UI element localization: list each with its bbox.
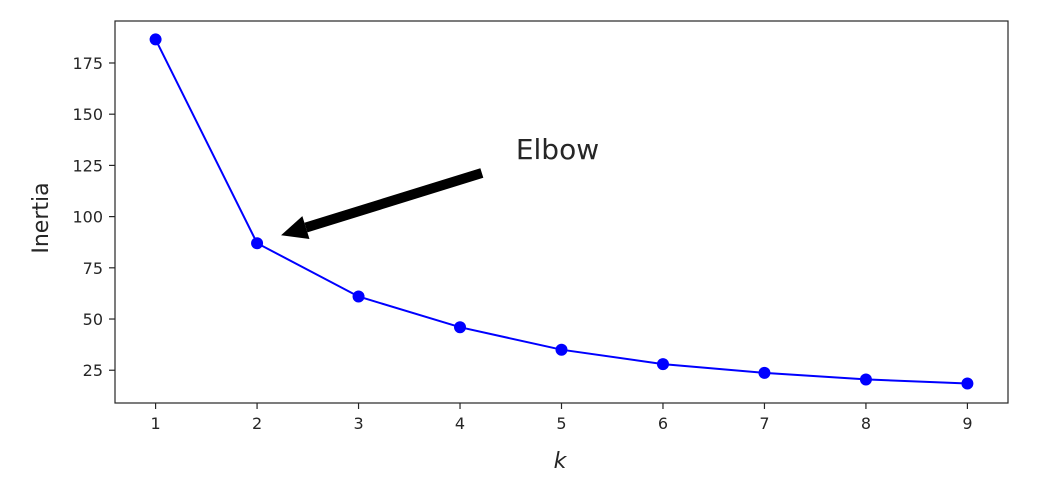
data-point — [656, 358, 669, 371]
y-tick-label: 175 — [72, 54, 103, 73]
x-tick-label: 7 — [759, 414, 769, 433]
data-point — [961, 377, 974, 390]
x-tick-label: 6 — [658, 414, 668, 433]
y-tick-label: 150 — [72, 105, 103, 124]
x-tick-label: 5 — [556, 414, 566, 433]
annotation-layer — [281, 168, 484, 240]
y-tick-label: 100 — [72, 208, 103, 227]
x-tick-label: 9 — [962, 414, 972, 433]
x-axis: 1 2 3 4 5 6 7 8 9 — [150, 403, 973, 433]
data-point — [859, 373, 872, 386]
x-tick-label: 8 — [861, 414, 871, 433]
x-tick-label: 1 — [150, 414, 160, 433]
x-tick-label: 2 — [252, 414, 262, 433]
data-point — [352, 290, 365, 303]
x-axis-label: k — [554, 449, 568, 474]
data-point — [149, 33, 162, 46]
y-tick-label: 50 — [83, 310, 103, 329]
data-point — [454, 321, 467, 334]
y-tick-label: 125 — [72, 156, 103, 175]
y-tick-label: 25 — [83, 361, 103, 380]
annotation-label: Elbow — [516, 133, 599, 166]
y-tick-label: 75 — [83, 259, 103, 278]
annotation-arrow-shaft — [304, 168, 484, 233]
annotation-arrow-head — [281, 216, 310, 240]
data-point — [251, 237, 264, 250]
x-tick-label: 3 — [353, 414, 363, 433]
data-point — [758, 366, 771, 379]
y-axis: 25 50 75 100 125 150 175 — [72, 54, 115, 380]
y-axis-label: Inertia — [29, 182, 54, 253]
data-point — [555, 343, 568, 356]
plot-area — [115, 21, 1008, 403]
x-tick-label: 4 — [455, 414, 465, 433]
series-layer — [149, 33, 974, 390]
